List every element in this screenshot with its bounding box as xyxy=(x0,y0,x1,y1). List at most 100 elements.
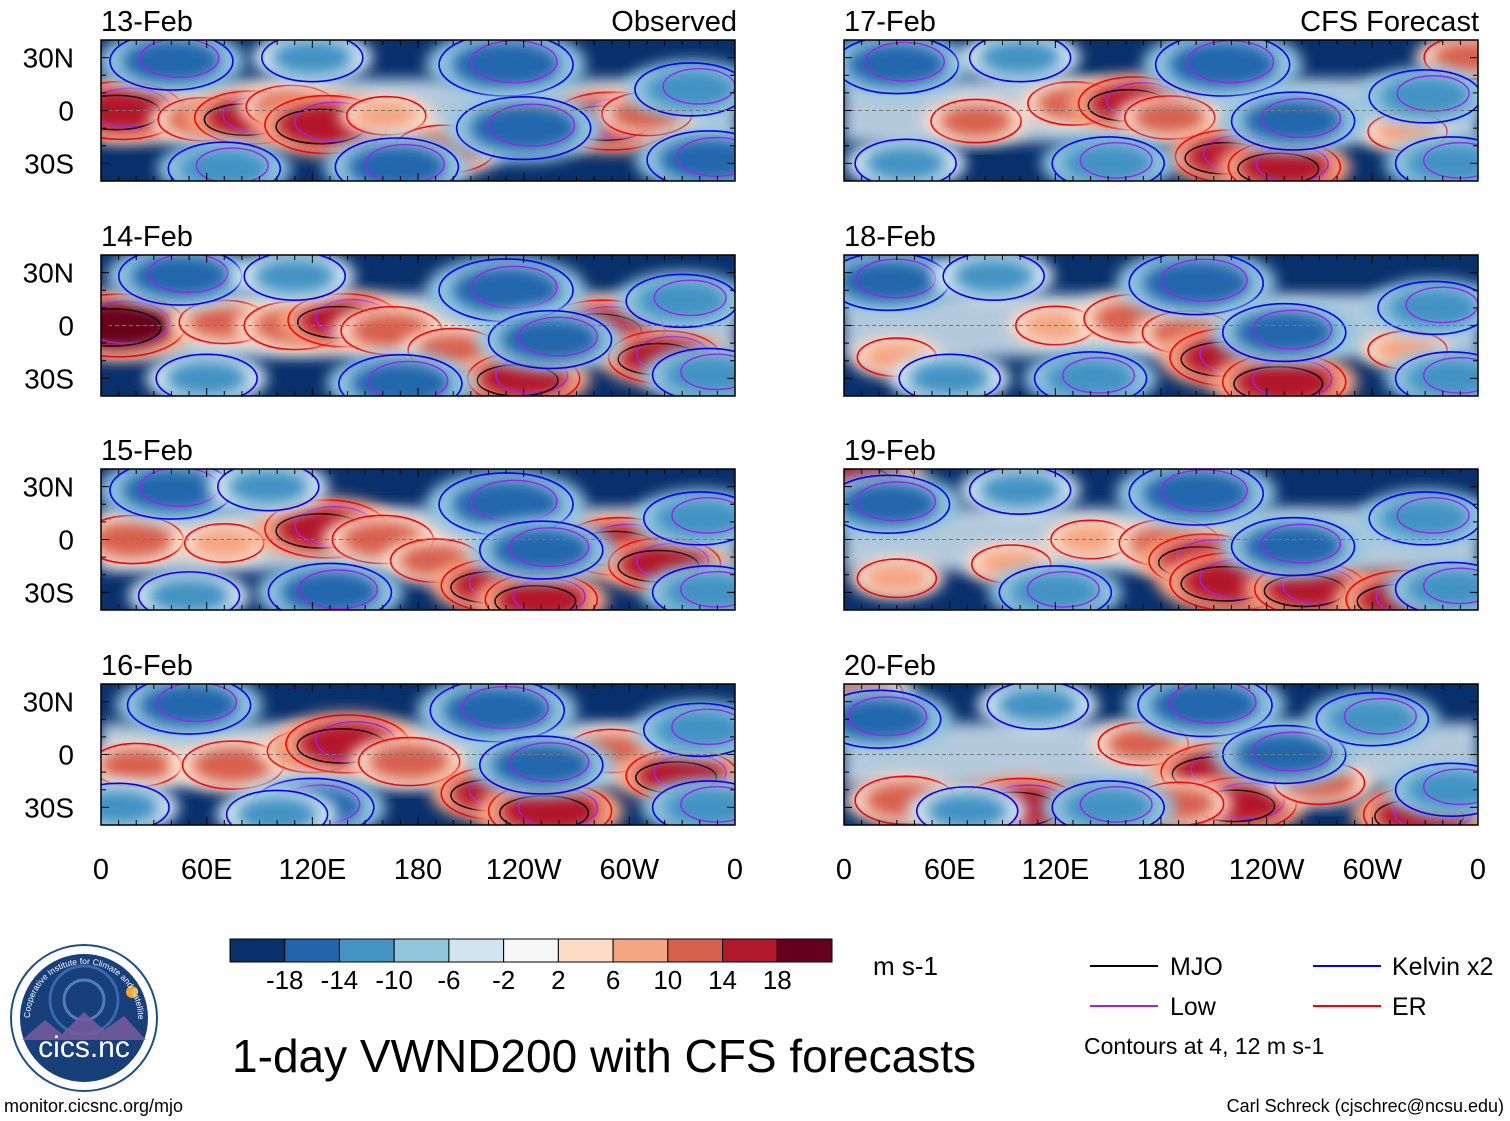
x-tick-label: 180 xyxy=(394,854,442,886)
low-contour xyxy=(1396,497,1470,534)
y-tick-label: 0 xyxy=(58,740,74,771)
wave-contour xyxy=(137,571,241,610)
wave-contour xyxy=(1124,95,1216,140)
map-panels: 13-Feb30N030S14-Feb30N030S15-Feb30N030S1… xyxy=(23,6,1479,826)
low-contour xyxy=(101,300,171,345)
anomaly-core xyxy=(254,258,336,294)
wave-contour xyxy=(1368,491,1478,546)
colorbar-swatch xyxy=(229,938,286,963)
anomaly-core xyxy=(1151,684,1259,729)
wave-contour xyxy=(1051,780,1165,825)
colorbar-swatch xyxy=(557,938,614,963)
wave-contour xyxy=(986,684,1090,730)
low-contour xyxy=(671,497,735,534)
anomaly-core xyxy=(663,787,735,825)
low-contour xyxy=(671,708,735,746)
mjo-contour xyxy=(1233,366,1324,396)
low-contour xyxy=(1160,469,1248,513)
y-tick-label: 0 xyxy=(58,96,74,127)
legend: MJO Kelvin x2 Low ER Contours at 4, 12 m… xyxy=(1084,953,1493,1059)
column-header-observed: Observed xyxy=(611,6,737,38)
wave-contour xyxy=(261,40,364,83)
anomaly-field xyxy=(101,255,735,396)
anomaly-field xyxy=(101,469,735,610)
colorbar-swatch xyxy=(284,938,340,963)
anomaly-core xyxy=(236,796,318,825)
anomaly-core xyxy=(940,105,1013,138)
colorbar-label: 14 xyxy=(708,965,737,995)
anomaly-core xyxy=(122,40,221,83)
low-contour xyxy=(680,353,735,391)
low-contour xyxy=(368,360,449,396)
wave-contour xyxy=(225,789,329,825)
wave-contour xyxy=(487,309,613,370)
anomaly-core xyxy=(452,267,560,314)
legend-label-low: Low xyxy=(1170,993,1217,1021)
low-contour xyxy=(1423,768,1478,806)
x-tick-label: 0 xyxy=(1470,854,1486,886)
y-tick-label: 30S xyxy=(24,148,74,179)
colorbar-swatch xyxy=(503,938,559,963)
anomaly-core xyxy=(227,469,309,505)
y-tick-label: 30N xyxy=(23,258,74,289)
low-contour xyxy=(864,41,945,82)
wave-contour xyxy=(478,520,604,580)
low-contour xyxy=(1423,357,1478,394)
map-panel: 16-Feb 30N 0 30S xyxy=(23,650,736,826)
anomaly-core xyxy=(1243,525,1343,568)
footer-credit: Carl Schreck (cjschrec@ncsu.edu) xyxy=(1227,1096,1504,1116)
low-contour xyxy=(1423,142,1478,179)
low-contour xyxy=(297,569,379,610)
wave-contour xyxy=(267,562,393,610)
wave-contour xyxy=(915,786,1019,825)
wave-contour xyxy=(856,558,938,599)
anomaly-core xyxy=(1169,41,1277,88)
map-panel: 13-Feb 30N 0 30S xyxy=(23,6,736,182)
anomaly-core xyxy=(131,255,230,298)
wave-contour xyxy=(1394,762,1478,818)
anomaly-core xyxy=(492,743,591,787)
y-tick-label: 30S xyxy=(24,577,74,608)
low-contour xyxy=(1261,98,1342,139)
anomaly-core xyxy=(139,684,239,727)
anomaly-core xyxy=(1142,260,1250,307)
anomaly-core xyxy=(1010,572,1101,610)
wave-contour xyxy=(625,273,735,329)
panel-date: 16-Feb xyxy=(101,650,193,682)
low-contour xyxy=(855,481,937,522)
anomaly-core xyxy=(271,40,353,76)
x-tick-label: 120W xyxy=(1229,854,1305,886)
low-contour xyxy=(1396,75,1470,112)
x-tick-label: 120E xyxy=(1021,854,1089,886)
anomaly-core xyxy=(148,578,230,610)
mjo-contour xyxy=(1237,152,1320,181)
anomaly-core xyxy=(368,743,450,780)
wave-contour xyxy=(998,565,1113,610)
anomaly-core xyxy=(1406,143,1478,181)
anomaly-core xyxy=(1380,498,1470,538)
wave-contour xyxy=(345,95,427,136)
low-contour xyxy=(195,147,269,181)
anomaly-core xyxy=(1380,76,1470,116)
low-contour xyxy=(1261,523,1342,564)
low-contour xyxy=(847,696,928,737)
x-tick-label: 120E xyxy=(278,854,346,886)
wave-contour xyxy=(126,684,252,735)
colorbar-swatch xyxy=(338,938,395,963)
wave-contour xyxy=(844,689,942,749)
colorbar: -18 -14 -10 -6 -2 2 6 10 14 18 xyxy=(229,938,833,995)
y-tick-label: 30S xyxy=(24,792,74,823)
logo-wordmark: cics.nc xyxy=(38,1031,130,1064)
anomaly-field xyxy=(844,684,1478,825)
wave-contour xyxy=(854,138,957,181)
map-panel: 18-Feb xyxy=(843,221,1479,397)
panel-date: 17-Feb xyxy=(844,6,936,38)
anomaly-core xyxy=(1133,101,1206,134)
anomaly-core xyxy=(1063,787,1153,825)
anomaly-core xyxy=(1406,358,1478,396)
anomaly-core xyxy=(443,687,551,734)
colorbar-swatch xyxy=(667,938,724,963)
low-contour xyxy=(1079,786,1153,823)
x-tick-label: 120W xyxy=(486,854,562,886)
